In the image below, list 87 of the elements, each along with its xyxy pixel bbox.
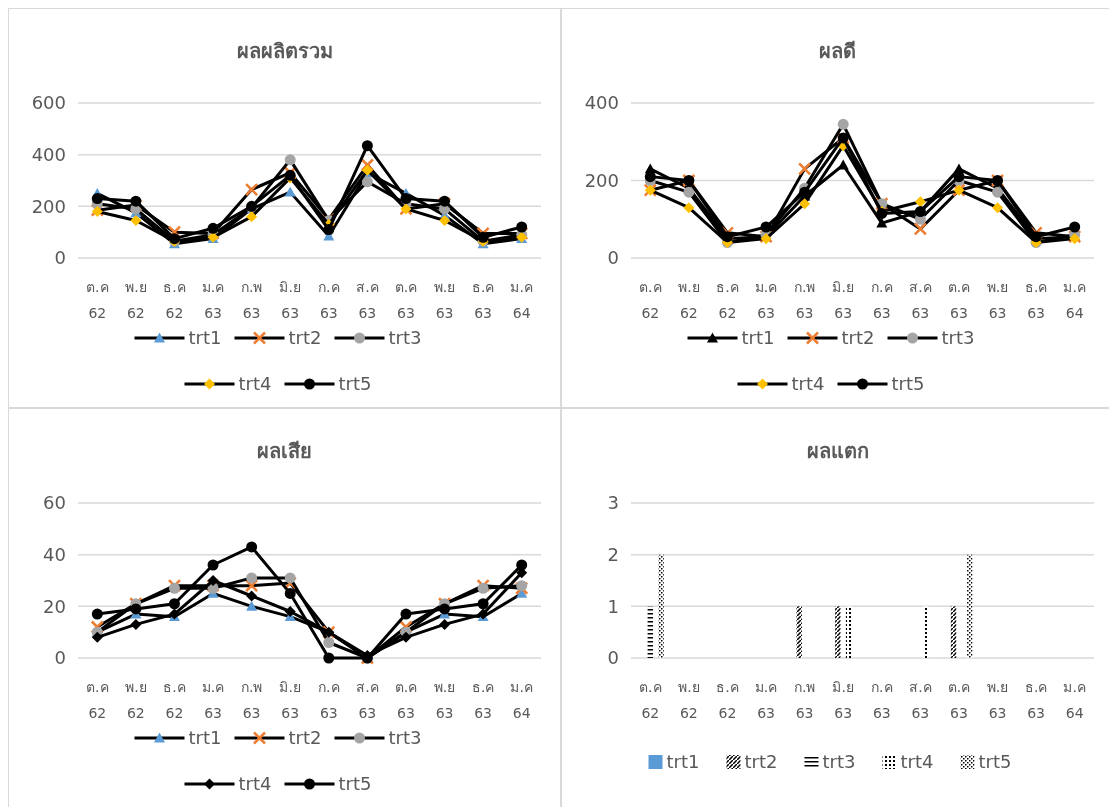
x-tick-label: ก.ค 63 — [871, 279, 893, 321]
y-tick-label: 60 — [43, 492, 66, 514]
x-tick-label: พ.ย 63 — [986, 279, 1009, 321]
legend-label: trt1 — [666, 751, 700, 773]
x-tick-label: มิ.ย 63 — [832, 279, 854, 321]
y-tick-label: 400 — [584, 92, 619, 114]
y-tick-label: 20 — [43, 595, 66, 617]
legend-label: trt1 — [741, 327, 775, 349]
x-tick-label: มิ.ย 63 — [279, 679, 301, 721]
x-tick-label: ส.ค 63 — [356, 279, 379, 321]
x-tick-label: ธ.ค 62 — [716, 679, 739, 721]
x-tick-label: พ.ย 62 — [678, 679, 700, 721]
x-tick-label: ม.ค 63 — [201, 279, 225, 321]
x-tick-label: พ.ย 62 — [125, 279, 147, 321]
y-tick-label: 2 — [607, 543, 619, 565]
legend-label: trt2 — [288, 727, 322, 749]
legend-label: trt1 — [188, 727, 222, 749]
x-tick-label: ต.ค 63 — [394, 679, 418, 721]
x-tick-label: ก.ค 63 — [318, 279, 340, 321]
y-tick-label: 0 — [607, 647, 619, 669]
x-tick-label: ก.ค 63 — [871, 679, 893, 721]
x-tick-label: ส.ค 63 — [909, 679, 932, 721]
x-tick-label: ธ.ค 63 — [1024, 279, 1048, 321]
x-tick-label: ต.ค 63 — [947, 279, 971, 321]
x-tick-label: ธ.ค 63 — [1024, 679, 1048, 721]
y-tick-label: 400 — [31, 143, 66, 165]
x-tick-label: ต.ค 62 — [86, 679, 109, 721]
legend-label: trt3 — [388, 327, 422, 349]
chart-title: ผลดี — [819, 39, 856, 63]
x-tick-label: ต.ค 63 — [394, 279, 418, 321]
chart-title: ผลแตก — [806, 439, 869, 463]
x-tick-label: ม.ค 64 — [1063, 679, 1086, 721]
legend-label: trt3 — [822, 751, 856, 773]
legend-label: trt4 — [238, 773, 272, 795]
x-tick-label: ม.ค 64 — [510, 679, 533, 721]
x-tick-label: ต.ค 62 — [639, 679, 662, 721]
x-tick-label: ธ.ค 62 — [716, 279, 739, 321]
x-tick-label: ธ.ค 62 — [163, 279, 186, 321]
x-tick-label: ม.ค 63 — [754, 679, 778, 721]
x-tick-label: ม.ค 63 — [754, 279, 778, 321]
legend-label: trt3 — [941, 327, 975, 349]
x-tick-label: มิ.ย 63 — [832, 679, 854, 721]
x-tick-label: ธ.ค 62 — [163, 679, 186, 721]
x-tick-label: ม.ค 64 — [510, 279, 533, 321]
legend-label: trt2 — [744, 751, 778, 773]
y-tick-label: 200 — [584, 169, 619, 191]
x-tick-label: พ.ย 63 — [433, 279, 456, 321]
x-tick-label: ต.ค 62 — [86, 279, 109, 321]
x-tick-label: ธ.ค 63 — [471, 279, 495, 321]
legend-label: trt4 — [791, 373, 825, 395]
legend-label: trt5 — [338, 773, 372, 795]
legend-label: trt5 — [891, 373, 925, 395]
x-tick-label: ม.ค 63 — [201, 679, 225, 721]
legend-label: trt1 — [188, 327, 222, 349]
y-tick-label: 0 — [607, 247, 619, 269]
x-tick-label: ก.พ 63 — [793, 279, 816, 321]
x-tick-label: พ.ย 63 — [433, 679, 456, 721]
legend-label: trt4 — [900, 751, 934, 773]
legend-label: trt4 — [238, 373, 272, 395]
x-tick-label: ธ.ค 63 — [471, 679, 495, 721]
y-tick-label: 200 — [31, 195, 66, 217]
x-tick-label: ส.ค 63 — [356, 679, 379, 721]
legend-label: trt5 — [338, 373, 372, 395]
legend-label: trt5 — [978, 751, 1012, 773]
x-tick-label: มิ.ย 63 — [279, 279, 301, 321]
x-tick-label: ส.ค 63 — [909, 279, 932, 321]
legend-label: trt2 — [841, 327, 875, 349]
chart-title: ผลผลิตรวม — [236, 39, 333, 63]
x-tick-label: ต.ค 63 — [947, 679, 971, 721]
legend-label: trt3 — [388, 727, 422, 749]
y-tick-label: 600 — [31, 92, 66, 114]
chart-title: ผลเสีย — [257, 439, 312, 463]
x-tick-label: ต.ค 62 — [639, 279, 662, 321]
x-tick-label: พ.ย 63 — [986, 679, 1009, 721]
y-tick-label: 0 — [54, 647, 66, 669]
x-tick-label: พ.ย 62 — [125, 679, 147, 721]
x-tick-label: ม.ค 64 — [1063, 279, 1086, 321]
x-tick-label: ก.พ 63 — [793, 679, 816, 721]
y-tick-label: 0 — [54, 247, 66, 269]
y-tick-label: 3 — [607, 492, 619, 514]
x-tick-label: ก.พ 63 — [240, 679, 263, 721]
x-tick-label: พ.ย 62 — [678, 279, 700, 321]
y-tick-label: 40 — [43, 543, 66, 565]
legend-label: trt2 — [288, 327, 322, 349]
x-tick-label: ก.พ 63 — [240, 279, 263, 321]
x-tick-label: ก.ค 63 — [318, 679, 340, 721]
y-tick-label: 1 — [607, 595, 619, 617]
